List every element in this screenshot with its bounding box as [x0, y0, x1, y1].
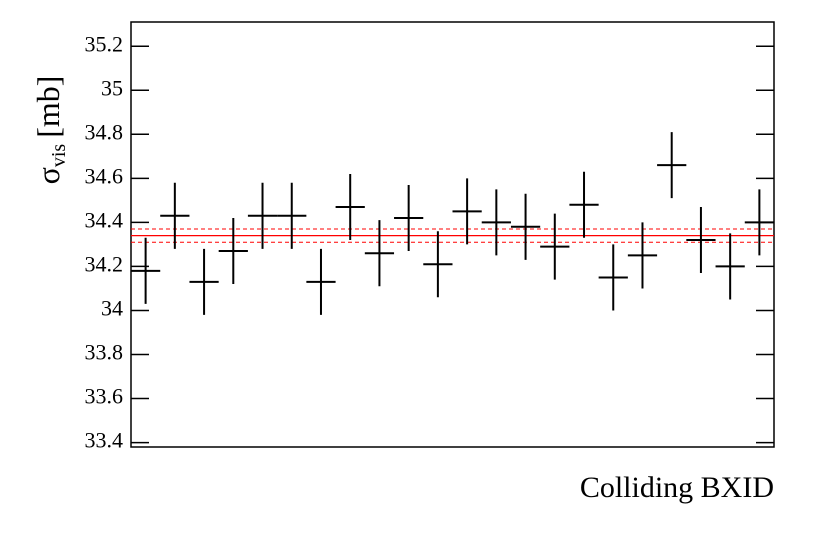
y-tick-label: 34.6	[85, 163, 124, 188]
y-tick-label: 35.2	[85, 31, 124, 56]
y-tick-label: 34	[101, 296, 123, 321]
y-label-sigma: σ	[30, 167, 66, 184]
y-label-unit: [mb]	[30, 76, 66, 138]
y-tick-label: 34.4	[85, 207, 124, 232]
y-tick-label: 34.2	[85, 251, 124, 276]
y-tick-label: 35	[101, 75, 123, 100]
y-tick-label: 33.6	[85, 384, 124, 409]
plot-frame	[130, 21, 775, 448]
y-axis-label: σvis [mb]	[30, 76, 69, 185]
y-tick-label: 33.8	[85, 340, 124, 365]
y-tick-label: 34.8	[85, 119, 124, 144]
y-label-subscript: vis	[48, 144, 70, 168]
y-label-symbol: σvis [mb]	[30, 76, 69, 185]
x-axis-label: Colliding BXID	[580, 471, 774, 504]
y-tick-label: 33.4	[85, 428, 124, 453]
